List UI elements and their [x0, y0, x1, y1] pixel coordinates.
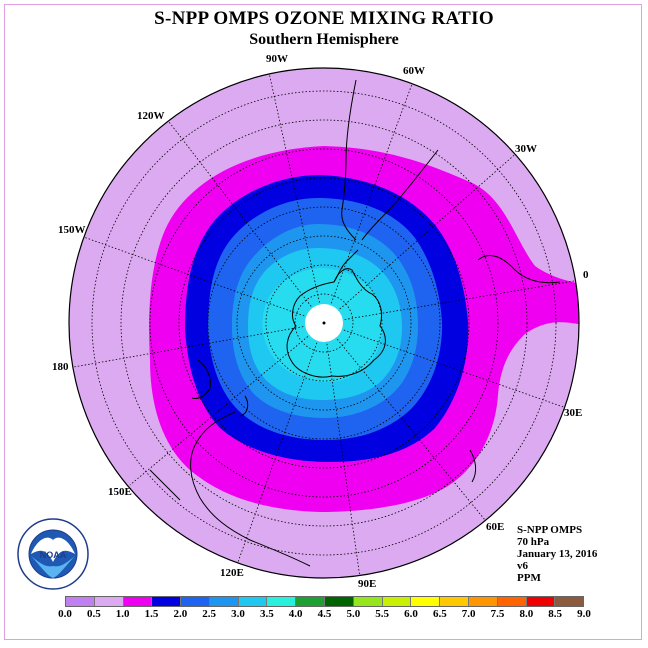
color-scale-tick-label: 7.0 — [461, 608, 476, 620]
color-scale-segment — [66, 597, 95, 606]
color-scale-segment — [296, 597, 326, 606]
color-scale-tick-label: 4.0 — [288, 608, 303, 620]
color-scale-tick-label: 1.0 — [115, 608, 130, 620]
color-scale-tick-label: 9.0 — [577, 608, 591, 620]
map-boundary — [68, 67, 580, 579]
color-scale-segment — [353, 597, 383, 606]
color-scale-segment — [267, 597, 297, 606]
info-units: PPM — [517, 572, 541, 584]
lon-label-180: 180 — [52, 361, 69, 373]
color-scale-tick-label: 3.5 — [259, 608, 274, 620]
coastlines — [139, 79, 561, 567]
color-scale-tick-label: 3.0 — [231, 608, 245, 620]
south-america-coast — [341, 79, 357, 241]
color-scale-segment — [123, 597, 153, 606]
color-scale-tick-label: 6.0 — [404, 608, 418, 620]
color-scale-tick-label: 4.5 — [317, 608, 332, 620]
lon-label-90e: 90E — [358, 578, 376, 590]
info-version: v6 — [517, 560, 528, 572]
info-instrument: S-NPP OMPS — [517, 524, 583, 536]
color-scale-bar — [65, 596, 584, 607]
color-scale-segment — [181, 597, 210, 606]
lon-label-0: 0 — [583, 269, 589, 281]
color-scale-ticks: 0.0 0.5 1.0 1.5 2.0 2.5 3.0 3.5 4.0 4.5 5.0 5.5 6.0 6… — [0, 608, 648, 622]
lon-label-150e: 150E — [108, 486, 132, 498]
figure-frame — [4, 4, 642, 640]
map-disc — [69, 68, 579, 578]
color-scale-tick-label: 0.0 — [58, 608, 72, 620]
lon-label-150w: 150W — [58, 224, 86, 236]
madagascar-coast — [469, 449, 477, 483]
lon-label-120w: 120W — [137, 110, 165, 122]
color-scale-segment — [382, 597, 412, 606]
australia-coast — [190, 411, 311, 567]
map-title: S-NPP OMPS OZONE MIXING RATIO — [154, 8, 494, 29]
noaa-logo: NOAA — [17, 518, 89, 590]
color-scale-segment — [555, 597, 584, 606]
meridians — [69, 68, 579, 578]
color-scale-tick-label: 7.5 — [490, 608, 505, 620]
africa-coast — [477, 255, 561, 284]
tasmania-coast — [239, 395, 249, 417]
info-date: January 13, 2016 — [517, 548, 598, 560]
color-scale-segment — [238, 597, 268, 606]
south-america-east — [361, 149, 439, 241]
svg-text:NOAA: NOAA — [40, 550, 67, 560]
lon-label-30e: 30E — [564, 407, 582, 419]
lon-label-120e: 120E — [220, 567, 244, 579]
color-scale-segment — [526, 597, 556, 606]
color-scale-tick-label: 5.5 — [375, 608, 390, 620]
color-scale-tick-label: 6.5 — [432, 608, 447, 620]
color-scale-segment — [94, 597, 124, 606]
color-scale-segment — [209, 597, 239, 606]
antarctic-peninsula — [333, 249, 359, 283]
lon-label-90w: 90W — [266, 53, 288, 65]
info-level: 70 hPa — [517, 536, 550, 548]
color-scale-tick-label: 2.0 — [173, 608, 188, 620]
color-scale-tick-label: 8.0 — [519, 608, 534, 620]
color-scale-segment — [440, 597, 469, 606]
color-scale-segment — [411, 597, 441, 606]
color-scale-tick-label: 5.0 — [346, 608, 361, 620]
color-scale-tick-label: 8.5 — [548, 608, 563, 620]
new-zealand-coast — [191, 359, 211, 399]
color-scale-tick-label: 1.5 — [144, 608, 159, 620]
color-scale-segment — [497, 597, 527, 606]
antarctica-coast — [286, 268, 386, 378]
info-block: S-NPP OMPS 70 hPa January 13, 2016 v6 PP… — [517, 524, 597, 584]
latitude-circles — [91, 90, 557, 556]
color-scale-segment — [325, 597, 354, 606]
color-scale-segment — [468, 597, 498, 606]
lon-label-60e: 60E — [486, 521, 504, 533]
lon-label-30w: 30W — [515, 143, 537, 155]
lon-label-60w: 60W — [403, 65, 425, 77]
map-subtitle: Southern Hemisphere — [249, 31, 399, 48]
color-scale-segment — [152, 597, 182, 606]
color-scale-tick-label: 0.5 — [86, 608, 101, 620]
south-pole-marker — [322, 321, 326, 325]
color-scale-tick-label: 2.5 — [202, 608, 217, 620]
